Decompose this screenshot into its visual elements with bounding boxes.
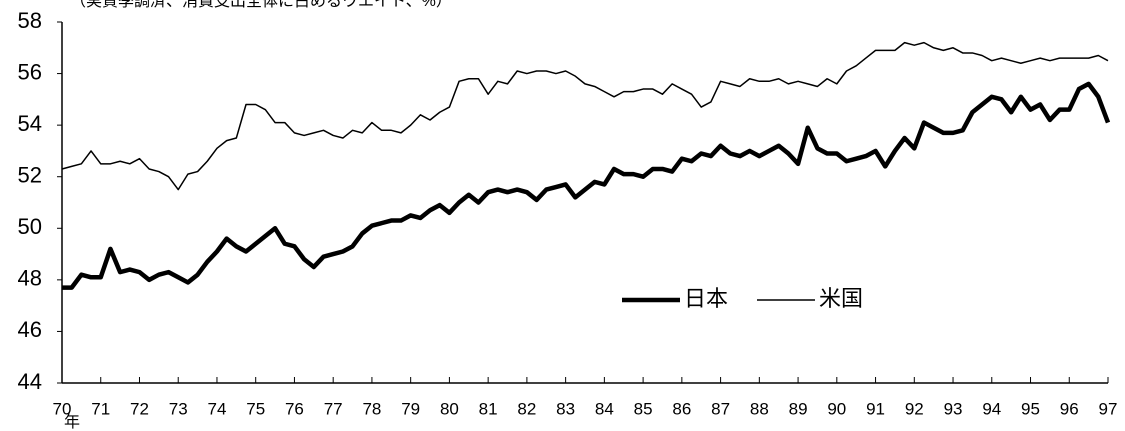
x-tick-label: 82 [517,399,536,418]
x-tick-label: 84 [595,399,614,418]
legend-label: 米国 [819,286,863,311]
x-tick-label: 75 [246,399,265,418]
y-tick-label: 54 [18,111,42,136]
series-line [62,81,1111,290]
x-tick-label: 86 [672,399,691,418]
x-tick-label: 78 [362,399,381,418]
x-tick-label: 74 [208,399,227,418]
x-tick-label: 83 [556,399,575,418]
x-tick-label: 76 [285,399,304,418]
x-tick-label: 87 [711,399,730,418]
x-axis-label: 年 [64,413,80,431]
x-tick-label: 71 [91,399,110,418]
x-tick-label: 94 [982,399,1001,418]
y-tick-label: 48 [18,266,42,291]
x-tick-label: 90 [827,399,846,418]
y-tick-label: 58 [18,8,42,33]
x-tick-label: 72 [130,399,149,418]
legend-label: 日本 [684,286,728,311]
x-tick-label: 89 [789,399,808,418]
x-tick-label: 93 [944,399,963,418]
x-tick-label: 85 [634,399,653,418]
series-line [61,41,1109,191]
x-tick-label: 88 [750,399,769,418]
x-tick-label: 79 [401,399,420,418]
x-tick-label: 92 [905,399,924,418]
x-tick-label: 80 [440,399,459,418]
x-tick-label: 81 [479,399,498,418]
y-tick-label: 56 [18,59,42,84]
y-tick-label: 52 [18,163,42,188]
y-tick-label: 44 [18,369,42,394]
chart-subtitle: （実質季調済、消費支出全体に占めるウエイト、%） [70,0,452,10]
x-tick-label: 70 [53,399,72,418]
y-tick-label: 46 [18,317,42,342]
x-tick-label: 95 [1021,399,1040,418]
x-tick-label: 91 [866,399,885,418]
x-tick-label: 77 [324,399,343,418]
y-tick-label: 50 [18,214,42,239]
x-tick-label: 97 [1099,399,1118,418]
x-tick-label: 73 [169,399,188,418]
x-tick-label: 96 [1060,399,1079,418]
